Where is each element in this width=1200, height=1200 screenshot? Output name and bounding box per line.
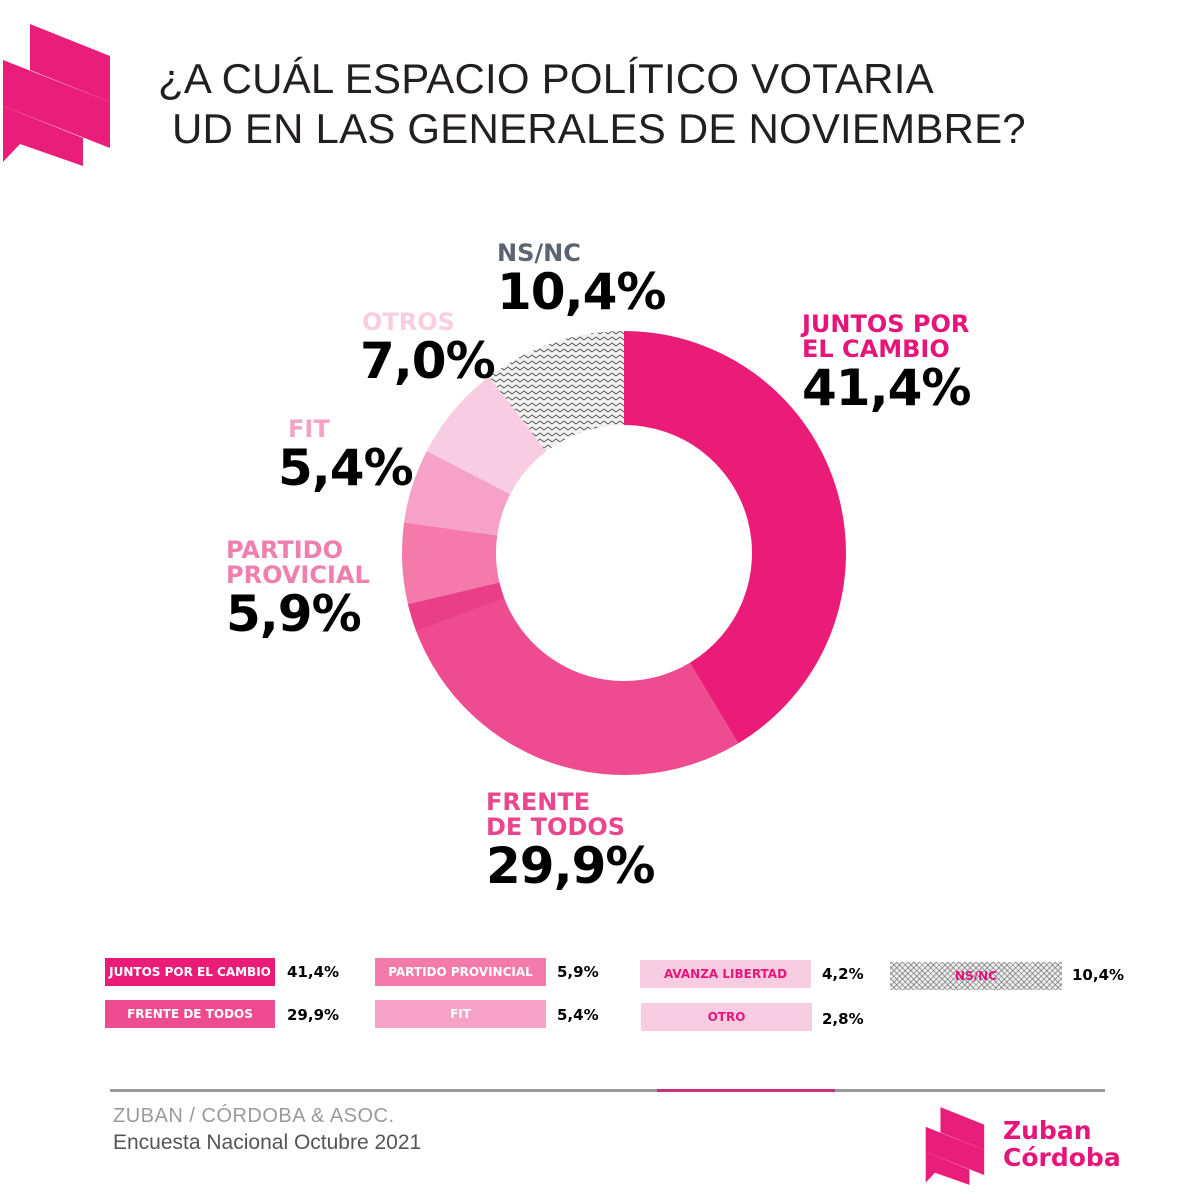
legend-value: 41,4%: [287, 963, 340, 981]
slice-label-fit: FIT 5,4%: [278, 415, 414, 497]
donut-slice-frente-band: [407, 582, 505, 631]
slice-name-2: DE TODOS: [486, 813, 626, 841]
footer-survey: Encuesta Nacional Octubre 2021: [113, 1131, 422, 1154]
brand-name: Zuban Córdoba: [1003, 1117, 1121, 1171]
slice-value: 10,4%: [497, 263, 666, 321]
legend-item-nsnc: NS/NC: [890, 962, 1062, 990]
slice-label-nsnc: NS/NC 10,4%: [497, 239, 666, 321]
slice-name-1: FRENTE: [486, 788, 591, 816]
slice-name: FIT: [288, 415, 330, 443]
slice-value: 7,0%: [360, 332, 496, 390]
slice-label-frente: FRENTE DE TODOS 29,9%: [486, 788, 655, 895]
legend-item-frente: FRENTE DE TODOS: [105, 1000, 275, 1028]
legend-value: 5,9%: [557, 963, 599, 981]
title-line-2: UD EN LAS GENERALES DE NOVIEMBRE?: [172, 105, 1026, 152]
brand-line-2: Córdoba: [1003, 1143, 1121, 1172]
slice-value: 5,9%: [226, 585, 362, 643]
donut-slice-otros: [426, 376, 547, 495]
slice-name-2: PROVICIAL: [226, 561, 370, 589]
donut-slice-frente: [407, 582, 739, 775]
legend-label: JUNTOS POR EL CAMBIO: [109, 965, 271, 979]
footer-company: ZUBAN / CÓRDOBA & ASOC.: [113, 1105, 395, 1127]
legend-item-partido: PARTIDO PROVINCIAL: [375, 958, 546, 986]
donut-slice-nsnc: [489, 331, 624, 452]
legend-value: 10,4%: [1072, 966, 1125, 984]
slice-name-1: PARTIDO: [226, 536, 343, 564]
legend-value: 29,9%: [287, 1006, 340, 1024]
slice-name-2: EL CAMBIO: [802, 335, 950, 363]
brand-logo-icon: [925, 1107, 985, 1185]
legend-label: FIT: [450, 1007, 471, 1021]
slice-value: 29,9%: [486, 837, 655, 895]
brand-logo-icon: [3, 24, 110, 166]
slice-label-partido: PARTIDO PROVICIAL 5,9%: [226, 536, 370, 643]
slice-name-1: JUNTOS POR: [802, 310, 970, 338]
legend-label: OTRO: [707, 1010, 746, 1024]
slice-value: 41,4%: [802, 359, 971, 417]
legend-label: FRENTE DE TODOS: [127, 1007, 253, 1021]
legend-label: AVANZA LIBERTAD: [663, 967, 788, 981]
donut-slice-fit: [404, 450, 511, 536]
legend-label: NS/NC: [955, 969, 997, 983]
legend-item-fit: FIT: [375, 1000, 546, 1028]
title-line-1: ¿A CUÁL ESPACIO POLÍTICO VOTARIA: [158, 55, 934, 102]
legend-item-otro: OTRO: [641, 1003, 812, 1031]
chart-title: ¿A CUÁL ESPACIO POLÍTICO VOTARIA UD EN L…: [158, 54, 1026, 154]
slice-name: NS/NC: [497, 239, 581, 267]
footer-divider: [110, 1089, 1105, 1092]
slice-label-otros: OTROS 7,0%: [360, 308, 496, 390]
legend-item-juntos: JUNTOS POR EL CAMBIO: [105, 958, 275, 986]
slice-value: 5,4%: [278, 439, 414, 497]
legend-value: 2,8%: [822, 1010, 864, 1028]
legend-value: 5,4%: [557, 1006, 599, 1024]
slice-label-juntos: JUNTOS POR EL CAMBIO 41,4%: [802, 310, 971, 417]
donut-chart: [402, 331, 847, 775]
footer-divider-accent: [657, 1089, 835, 1092]
slice-name: OTROS: [362, 308, 455, 336]
donut-slice-juntos: [624, 331, 847, 744]
donut-slice-partido: [402, 522, 500, 605]
legend-label: PARTIDO PROVINCIAL: [388, 965, 533, 979]
legend-value: 4,2%: [822, 965, 864, 983]
legend-item-avanza: AVANZA LIBERTAD: [640, 960, 811, 988]
brand-line-1: Zuban: [1003, 1116, 1092, 1145]
